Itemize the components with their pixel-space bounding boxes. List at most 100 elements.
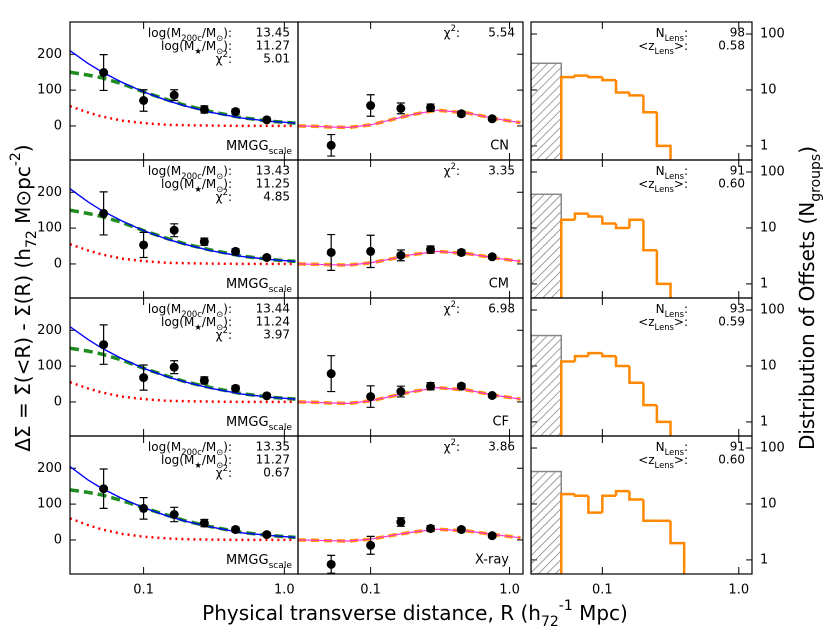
y2-axis-title: Distribution of Offsets (Ngroups): [795, 146, 825, 450]
center-method: MMGGscale: [226, 277, 292, 295]
annotation-value: 3.97: [263, 328, 290, 342]
histogram: [531, 470, 686, 574]
x-tick-label: 0.1: [133, 583, 154, 598]
annotation-label-part: ⊙: [216, 33, 223, 43]
annotation-label-part: χ: [444, 164, 451, 178]
hist-bin: [655, 112, 672, 160]
annotation-label-part: Lens: [655, 184, 674, 194]
annotation-label-part: χ: [444, 440, 451, 454]
y-tick-label: 0: [54, 256, 62, 271]
annotation-label-part: Lens: [655, 46, 674, 56]
annotation-label-part: /M: [202, 26, 216, 40]
hist-bin: [601, 353, 617, 358]
y2-tick-label: 10: [760, 358, 777, 373]
annotation-label-part: /M: [202, 164, 216, 178]
annotation-label-part: 200c: [181, 309, 202, 319]
annotation-label-part: 200c: [181, 33, 202, 43]
annotation-value: 4.85: [263, 190, 290, 204]
annotation-label-part: 200c: [181, 171, 202, 181]
histogram: [531, 62, 672, 160]
offset-bar: [531, 470, 563, 574]
annotation-label-part: /M: [202, 177, 216, 191]
x-tick-label: 1.0: [728, 583, 749, 598]
annotation-label-part: ⊙: [216, 171, 223, 181]
annotation-value: 3.35: [488, 164, 515, 178]
annotation-label-part: :: [684, 26, 688, 40]
hist-bin: [601, 494, 617, 513]
annotation-label: χ2:: [444, 299, 460, 316]
x-axis-title-part: -1: [559, 598, 573, 614]
annotation-label-part: 200c: [181, 447, 202, 457]
annotation-label-part: 2: [451, 23, 456, 33]
x-axis-title: Physical transverse distance, R (h72-1 M…: [202, 598, 628, 630]
hist-bin: [573, 212, 589, 220]
annotation-label-part: :: [684, 302, 688, 316]
hist-bin: [573, 354, 589, 362]
data-point: [396, 250, 406, 260]
y-tick-label: 100: [37, 221, 62, 236]
hist-bin: [601, 216, 617, 225]
hist-bin: [669, 520, 686, 574]
center-name: X-ray: [475, 553, 509, 568]
annotation-value: 91: [730, 440, 745, 454]
annotation-label-part: log(M: [161, 39, 194, 53]
data-point: [487, 114, 497, 124]
hist-bin: [587, 213, 603, 218]
right-models: [297, 517, 521, 574]
annotation-label-part: ★: [194, 322, 202, 332]
x-axis-title-part: Physical transverse distance, R (h: [202, 601, 541, 625]
panel-frame: [297, 435, 524, 575]
data-point: [326, 559, 336, 569]
annotation-label-part: χ: [216, 466, 223, 480]
center-method-part: MMGG: [226, 139, 269, 154]
annotation-label-part: 2: [451, 161, 456, 171]
y-tick-label: 0: [54, 118, 62, 133]
annotation-value: 0.67: [263, 466, 290, 480]
hist-bin: [587, 351, 603, 357]
annotation-label: log(M200c/M⊙):: [148, 440, 232, 457]
annotation-label-part: ):: [223, 164, 232, 178]
center-method-part: scale: [269, 285, 293, 295]
hist-bin: [601, 77, 617, 82]
annotation-label-part: ):: [223, 440, 232, 454]
y2-tick-label: 1: [760, 414, 768, 429]
annotation-value: 11.25: [256, 177, 290, 191]
y-axis-title-part: M⊙pc: [11, 166, 35, 230]
annotation-value: 5.01: [263, 52, 290, 66]
data-point: [139, 95, 149, 105]
y2-tick-label: 1: [760, 138, 768, 153]
data-point: [487, 390, 497, 400]
annotation-label-part: 2: [223, 325, 228, 335]
annotation-label-part: :: [228, 466, 232, 480]
center-method-part: MMGG: [226, 277, 269, 292]
annotation-label-part: N: [656, 164, 665, 178]
annotation-label: χ2:: [444, 437, 460, 454]
y-tick-label: 100: [37, 359, 62, 374]
data-point: [199, 375, 209, 385]
annotation-label-part: log(M: [161, 315, 194, 329]
data-point: [169, 225, 179, 235]
model-offset-dashed: [297, 527, 521, 543]
annotation-value: 93: [730, 302, 745, 316]
histogram: [531, 193, 672, 298]
right-models: [297, 233, 521, 271]
center-method-part: scale: [269, 423, 293, 433]
data-point: [262, 391, 272, 401]
panel-frame: [530, 435, 753, 575]
annotation-value: 13.35: [256, 440, 290, 454]
data-point: [99, 340, 109, 350]
x-tick-label: 0.1: [592, 583, 613, 598]
center-method-part: scale: [269, 147, 293, 157]
annotation-label-part: N: [656, 26, 665, 40]
data-point: [487, 531, 497, 541]
data-point: [169, 362, 179, 372]
center-name: CF: [492, 415, 509, 430]
hist-bin: [642, 95, 657, 114]
annotation-label-part: :: [456, 164, 460, 178]
annotation-label-part: :: [684, 164, 688, 178]
offset-bar: [531, 62, 563, 160]
annotation-label-part: χ: [216, 52, 223, 66]
annotation-label: <zLens>:: [638, 315, 688, 332]
annotation-value: 3.86: [488, 440, 515, 454]
model-stellar: [70, 105, 296, 128]
